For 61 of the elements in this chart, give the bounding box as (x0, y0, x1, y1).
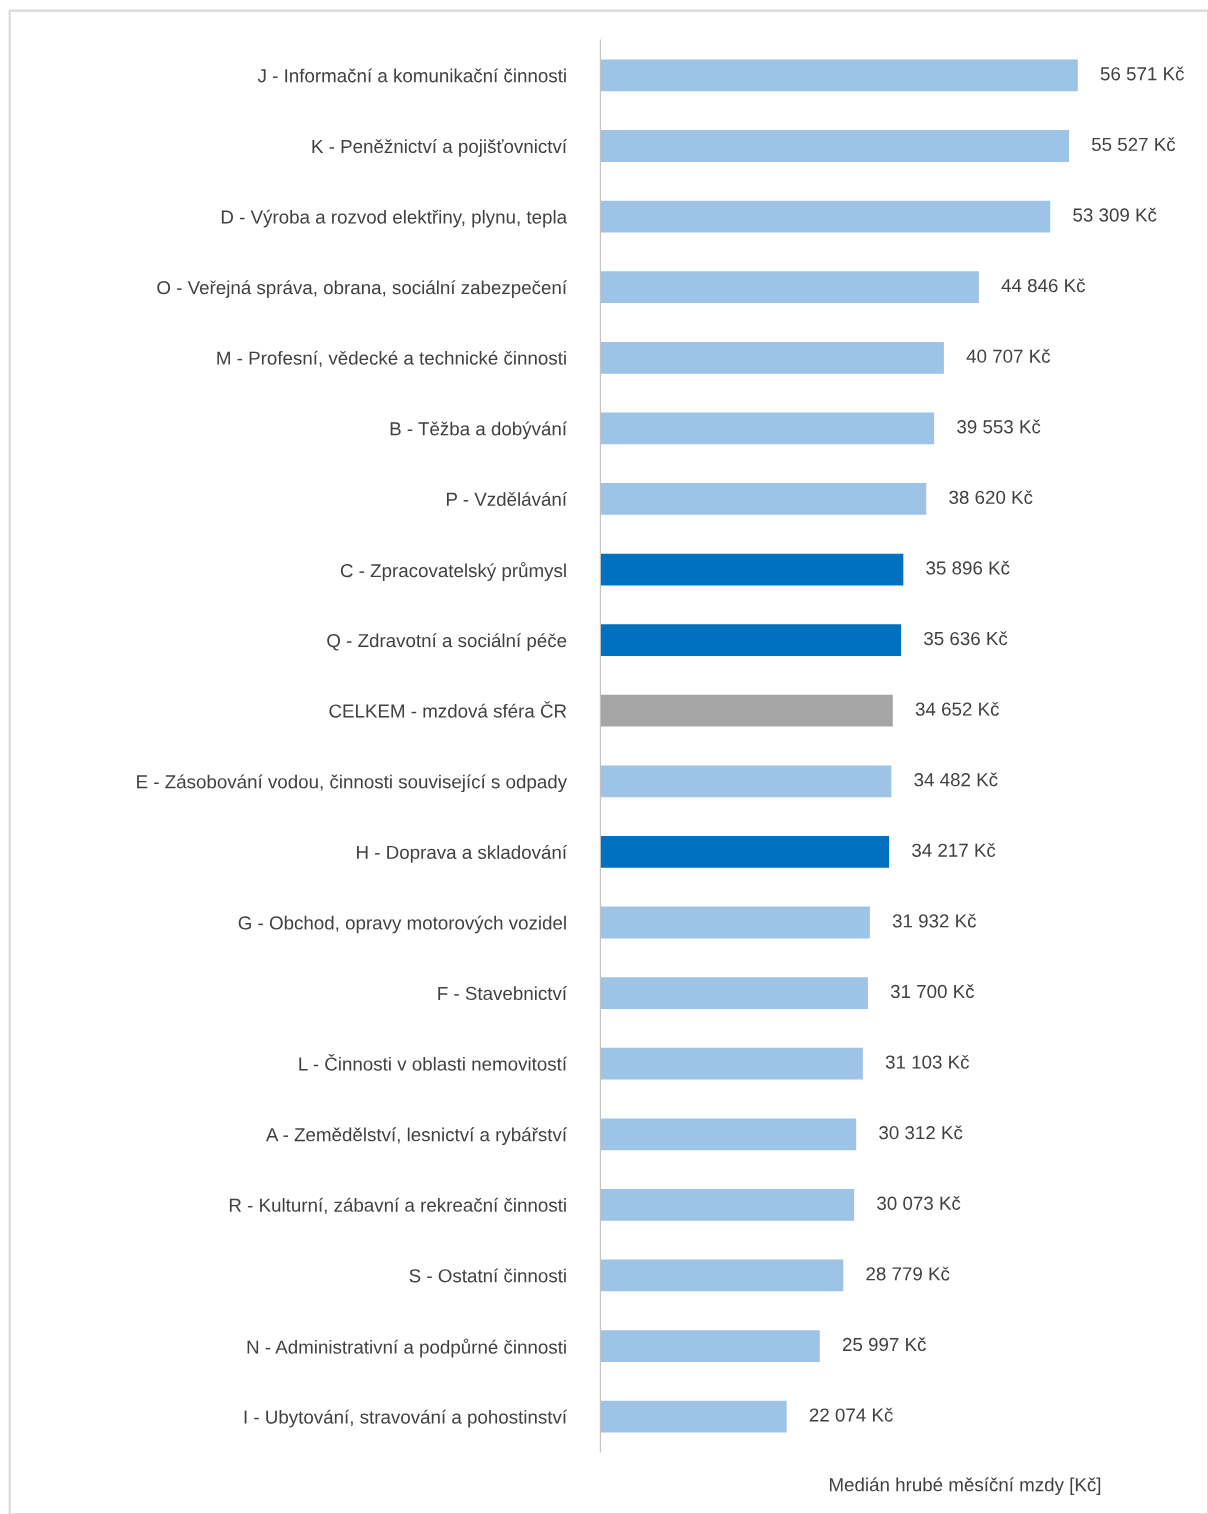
data-label: 40 707 Kč (966, 348, 1051, 363)
y-tick-label: G - Obchod, opravy motorových vozidel (238, 915, 566, 934)
y-tick-label: J - Informační a komunikační činnosti (257, 68, 566, 83)
data-label: 39 553 Kč (957, 419, 1041, 434)
data-label: 56 571 Kč (1100, 66, 1184, 81)
bar (600, 271, 979, 304)
y-tick-label: R - Kulturní, zábavní a rekreační činnosti (229, 1197, 566, 1215)
y-tick-label: P - Vzdělávání (446, 491, 567, 506)
bar (600, 1400, 787, 1433)
data-label: 25 997 Kč (842, 1337, 926, 1352)
bar (600, 906, 870, 939)
bar (600, 59, 1078, 92)
data-label: 28 779 Kč (866, 1266, 950, 1281)
y-tick-label: M - Profesní, vědecké a technické činnosti (217, 350, 566, 367)
y-tick-label: S - Ostatní činnosti (409, 1268, 566, 1283)
bar (600, 624, 902, 657)
data-label: 35 636 Kč (924, 631, 1008, 646)
y-tick-label: A - Zemědělství, lesnictví a rybářství (265, 1127, 567, 1146)
data-label: 31 932 Kč (892, 913, 977, 928)
bar (600, 1047, 863, 1080)
bar (600, 1330, 820, 1362)
y-tick-label: Q - Zdravotní a sociální péče (327, 633, 567, 651)
y-tick-label: B - Těžba a dobývání (390, 421, 567, 440)
y-tick-label: F - Stavebnictví (438, 986, 567, 1001)
bar (600, 483, 927, 515)
data-label: 34 652 Kč (915, 701, 999, 716)
y-tick-label: I - Ubytování, stravování a pohostinství (244, 1409, 567, 1428)
y-tick-label: D - Výroba a rozvod elektřiny, plynu, tepla (221, 209, 568, 228)
y-tick-label: L - Činnosti v oblasti nemovitostí (299, 1054, 567, 1071)
data-label: 35 896 Kč (926, 560, 1010, 575)
y-tick-label: E - Zásobování vodou, činnosti související s odpady (137, 774, 568, 793)
bar (600, 977, 868, 1009)
bar (600, 130, 1069, 162)
data-label: 30 073 Kč (877, 1196, 961, 1210)
y-tick-label: H - Doprava a skladování (357, 845, 567, 863)
data-label: 31 700 Kč (890, 984, 975, 999)
y-tick-label: K - Peněžnictví a pojišťovnictví (312, 139, 567, 157)
data-label: 44 846 Kč (1001, 278, 1086, 293)
data-label: 31 103 Kč (885, 1054, 970, 1069)
bar (600, 836, 890, 868)
bar (600, 553, 904, 586)
bar (600, 200, 1051, 233)
data-label: 22 074 Kč (809, 1407, 893, 1422)
x-axis-title: Medián hrubé měsíční mzdy [Kč] (829, 1477, 1101, 1496)
data-label: 53 309 Kč (1073, 207, 1157, 222)
data-label: 55 527 Kč (1091, 137, 1176, 152)
bar (600, 1118, 857, 1151)
y-tick-label: C - Zpracovatelský průmysl (340, 561, 566, 581)
data-label: 38 620 Kč (949, 490, 1033, 504)
y-tick-label: N - Administrativní a podpůrné činnosti (247, 1338, 566, 1358)
y-tick-label: O - Veřejná správa, obrana, sociální zabezpečení (157, 280, 567, 298)
data-label: 30 312 Kč (879, 1125, 963, 1140)
bar (600, 694, 893, 727)
bar (600, 1259, 844, 1292)
data-label: 34 217 Kč (912, 843, 996, 857)
bar (600, 765, 892, 798)
data-label: 34 482 Kč (914, 772, 998, 787)
bar (600, 341, 944, 374)
y-tick-label: CELKEM - mzdová sféra ČR (329, 701, 567, 718)
bar (600, 1188, 855, 1221)
bar (600, 412, 935, 445)
